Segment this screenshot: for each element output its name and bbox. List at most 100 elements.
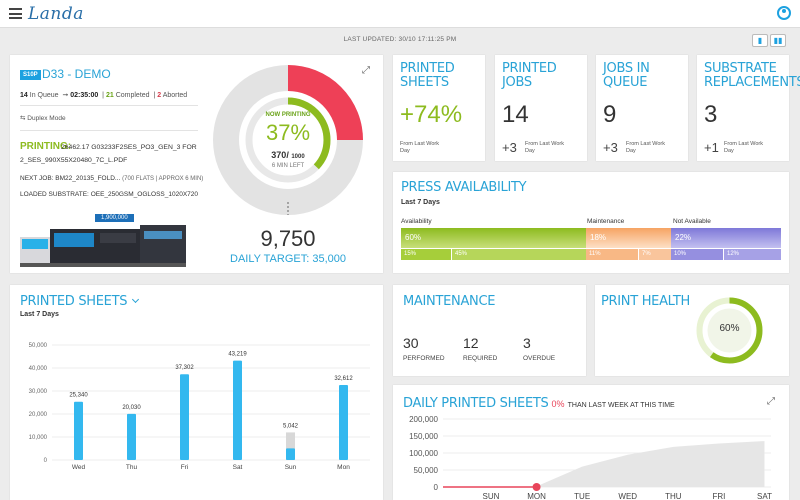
in-queue-count: 14: [20, 92, 28, 99]
maintenance-title: MAINTENANCE: [403, 294, 496, 309]
sub-value: 10%: [674, 251, 687, 257]
duplex-icon: ⇆: [20, 115, 26, 122]
aborted-label: Aborted: [162, 92, 188, 99]
current-point[interactable]: [532, 483, 541, 491]
bar[interactable]: [74, 401, 83, 460]
queue-summary: 14 In Queue ➞ 02:35:00 | 21 Completed | …: [20, 92, 188, 99]
aborted-count: 2: [157, 92, 162, 99]
bar-value-label: 37,302: [175, 365, 194, 371]
stat-card-printed-sheets[interactable]: PRINTED SHEETS +74% From Last Work Day: [393, 55, 485, 161]
top-bar: Landa: [0, 0, 800, 28]
print-health-gauge: [696, 297, 763, 364]
app-logo: Landa: [28, 4, 84, 24]
sheets-count: 370/ 1000: [253, 150, 323, 160]
printed-sheets-chart: 50,000 40,000 30,000 20,000 10,000 0 25,340 Wed…: [29, 343, 370, 470]
substrate-label: LOADED SUBSTRATE:: [20, 191, 89, 198]
stat-note: From Last Work Day: [724, 141, 764, 154]
next-job-detail: (700 FLATS | APPROX 6 MIN): [122, 176, 204, 182]
availability-value: 60%: [405, 233, 422, 242]
availability-label: Availability: [401, 218, 432, 225]
next-job-name: BM22_20135_FOLD...: [55, 175, 121, 182]
x-tick-label: MON: [527, 492, 546, 500]
job-progress-arc: [245, 97, 331, 183]
bar-value-label: 32,612: [334, 376, 353, 382]
press-card: S10P D33 - DEMO ⤢ 14 In Queue ➞ 02:35:00…: [10, 55, 383, 273]
sub-segment: [639, 249, 671, 260]
y-tick-label: 20,000: [29, 412, 48, 418]
stat-delta: +3: [603, 140, 618, 155]
sub-value: 11%: [589, 251, 601, 257]
availability-title: PRESS AVAILABILITY: [401, 180, 527, 195]
user-icon[interactable]: [777, 6, 791, 20]
bar[interactable]: [233, 360, 242, 460]
press-name[interactable]: D33 - DEMO: [42, 67, 111, 81]
x-tick-label: Wed: [72, 464, 86, 470]
single-view-icon[interactable]: ▮: [752, 34, 768, 47]
completed-label: Completed: [115, 92, 150, 99]
printed-sheets-subtitle: Last 7 Days: [20, 311, 59, 318]
printed-sheets-title-text: PRINTED SHEETS: [20, 294, 128, 309]
sub-value: 7%: [642, 251, 651, 257]
stat-note: From Last Work Day: [400, 141, 440, 154]
not-available-label: Not Available: [673, 218, 711, 225]
multi-view-icon[interactable]: ▮▮: [770, 34, 786, 47]
x-tick-label: TUE: [574, 492, 590, 500]
bar-value-label: 5,042: [283, 423, 299, 429]
x-tick-label: Mon: [337, 464, 350, 470]
press-machine-image: [20, 225, 186, 267]
y-tick-label: 200,000: [409, 415, 438, 424]
chevron-down-icon[interactable]: [132, 295, 140, 304]
x-tick-label: SAT: [757, 492, 772, 500]
bar-value-label: 43,219: [228, 352, 247, 358]
y-tick-label: 0: [44, 458, 48, 464]
bar[interactable]: [286, 448, 295, 460]
sub-segment: [671, 249, 723, 260]
printed-sheets-title[interactable]: PRINTED SHEETS: [20, 294, 140, 309]
x-tick-label: FRI: [712, 492, 725, 500]
printing-label: PRINTING:: [20, 141, 72, 152]
x-tick-label: Sat: [233, 464, 243, 470]
stat-value: 14: [502, 101, 529, 128]
daily-target: DAILY TARGET: 35,000: [230, 253, 346, 265]
y-tick-label: 100,000: [409, 449, 438, 458]
y-tick-label: 150,000: [409, 432, 438, 441]
overdue-count: 3: [523, 335, 531, 351]
not-available-segment[interactable]: [671, 228, 781, 248]
stat-card-substrate-replacements[interactable]: SUBSTRATE REPLACEMENTS 3 +1 From Last Wo…: [697, 55, 800, 161]
substrate-value: OEE_250GSM_OGLOSS_1020X720: [90, 191, 199, 198]
bar[interactable]: [180, 374, 189, 460]
overdue-label: OVERDUE: [523, 355, 556, 362]
time-left: 6 MIN LEFT: [271, 163, 305, 169]
stat-title: PRINTED JOBS: [502, 61, 557, 90]
menu-icon[interactable]: [9, 8, 22, 19]
stat-card-printed-jobs[interactable]: PRINTED JOBS 14 +3 From Last Work Day: [495, 55, 587, 161]
stat-value: +74%: [400, 101, 463, 128]
maintenance-value: 18%: [590, 233, 607, 242]
stat-title: SUBSTRATE REPLACEMENTS: [704, 61, 800, 90]
stat-value: 9: [603, 101, 617, 128]
in-queue-label: In Queue: [29, 92, 59, 99]
y-tick-label: 50,000: [29, 343, 48, 349]
expand-icon[interactable]: ⤢: [767, 396, 775, 407]
maintenance-segment[interactable]: [586, 228, 671, 248]
stat-delta: +1: [704, 140, 719, 155]
next-job-label: NEXT JOB:: [20, 175, 54, 182]
daily-comparison: THAN LAST WEEK AT THIS TIME: [567, 402, 675, 409]
print-percent: 37%: [265, 120, 311, 145]
sub-segment: [586, 249, 638, 260]
maintenance-label: Maintenance: [587, 218, 625, 225]
bar[interactable]: [127, 413, 136, 460]
stat-title: PRINTED SHEETS: [400, 61, 455, 90]
not-available-value: 22%: [675, 233, 692, 242]
duplex-mode: ⇆ Duplex Mode: [20, 114, 66, 122]
stat-card-jobs-in-queue[interactable]: JOBS IN QUEUE 9 +3 From Last Work Day: [596, 55, 688, 161]
gauge-inner: [244, 96, 332, 184]
stat-note: From Last Work Day: [626, 141, 666, 154]
bar-value-label: 20,030: [122, 405, 141, 411]
bar[interactable]: [339, 384, 348, 460]
print-health-card: PRINT HEALTH 60%: [595, 285, 789, 376]
printed-sheets-card: PRINTED SHEETS Last 7 Days 50,000 40,000 3…: [10, 285, 383, 500]
availability-subtitle: Last 7 Days: [401, 199, 440, 206]
availability-segment[interactable]: [401, 228, 586, 248]
expand-icon[interactable]: ⤢: [362, 65, 370, 76]
